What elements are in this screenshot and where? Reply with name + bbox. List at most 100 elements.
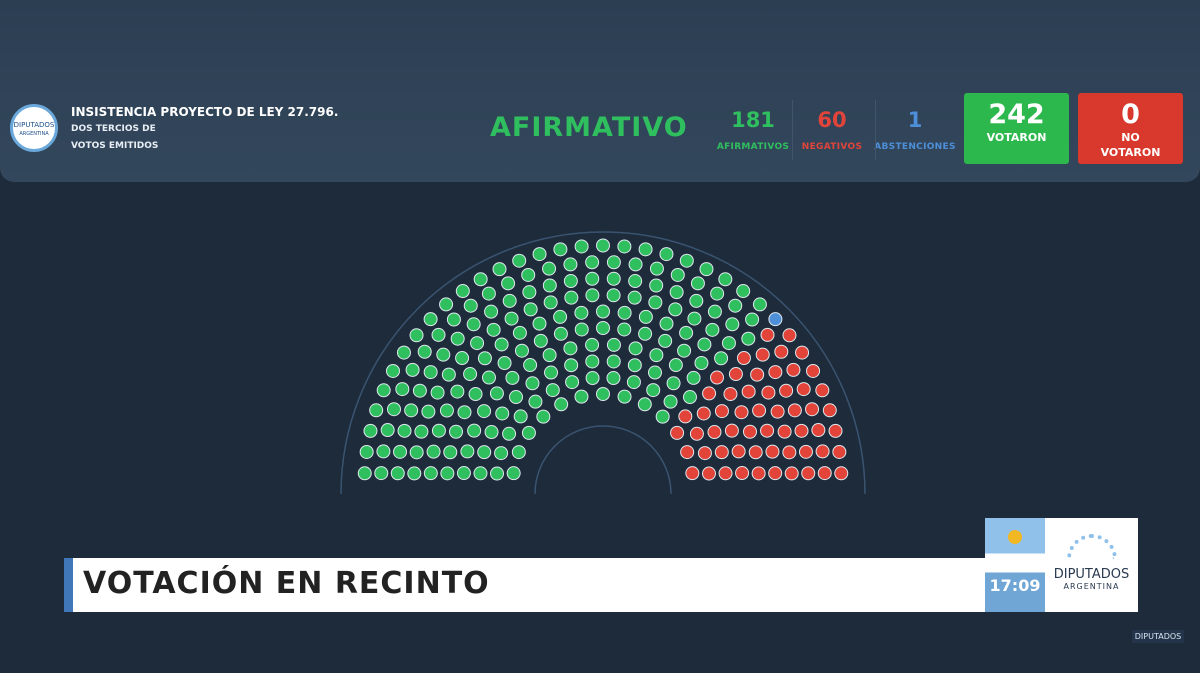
count-value: 1 xyxy=(907,108,923,132)
seat xyxy=(423,312,438,327)
seat xyxy=(511,445,526,460)
logo-text: DIPUTADOS xyxy=(13,121,55,129)
seat xyxy=(481,286,496,301)
seat xyxy=(477,351,492,366)
seat xyxy=(596,387,610,401)
seat xyxy=(714,404,729,419)
seat xyxy=(574,305,589,320)
seat xyxy=(731,444,746,459)
header-subtitle: DOS TERCIOS DE xyxy=(71,124,156,134)
seat xyxy=(658,333,673,348)
seat xyxy=(728,298,743,313)
seat xyxy=(395,382,410,397)
seat xyxy=(696,406,711,421)
seat xyxy=(376,444,391,459)
seat xyxy=(585,255,600,270)
seat xyxy=(768,466,783,481)
seat xyxy=(687,311,702,326)
seat xyxy=(436,347,451,362)
seat xyxy=(628,341,643,356)
seat xyxy=(553,309,568,324)
seat xyxy=(736,351,751,366)
seat xyxy=(506,466,521,481)
seat xyxy=(748,445,763,460)
seat xyxy=(682,390,697,405)
hemicycle xyxy=(340,231,866,495)
seat xyxy=(750,367,765,382)
seat xyxy=(563,274,578,289)
brand-arc xyxy=(1066,534,1117,559)
lower-third-bar: VOTACIÓN EN RECINTO xyxy=(64,558,985,612)
seat xyxy=(694,355,709,370)
seat xyxy=(414,424,429,439)
header-title: INSISTENCIA PROYECTO DE LEY 27.796. xyxy=(71,105,339,119)
seat xyxy=(815,444,830,459)
seat xyxy=(628,257,643,272)
seat xyxy=(768,312,783,327)
seat xyxy=(718,272,733,287)
seat xyxy=(585,354,600,369)
seat xyxy=(564,290,579,305)
seat xyxy=(412,383,427,398)
seat xyxy=(463,367,478,382)
seat xyxy=(574,239,589,254)
seat xyxy=(760,327,775,342)
seat xyxy=(585,371,600,386)
seat xyxy=(679,253,694,268)
seat xyxy=(668,358,683,373)
seat xyxy=(484,425,499,440)
seat xyxy=(553,242,568,257)
seat xyxy=(421,404,436,419)
seat xyxy=(606,354,621,369)
seat xyxy=(468,387,483,402)
seat xyxy=(564,358,579,373)
seat xyxy=(606,271,621,286)
seat xyxy=(523,358,538,373)
seat xyxy=(390,466,405,481)
seat xyxy=(404,403,419,418)
seat xyxy=(805,402,820,417)
seat xyxy=(423,365,438,380)
seat xyxy=(779,383,794,398)
seat xyxy=(393,444,408,459)
seat xyxy=(760,423,775,438)
seat xyxy=(426,444,441,459)
count-label: NEGATIVOS xyxy=(801,142,863,152)
seat xyxy=(533,333,548,348)
seat xyxy=(501,276,516,291)
seat xyxy=(553,326,568,341)
seat xyxy=(417,344,432,359)
seat xyxy=(627,290,642,305)
seat xyxy=(646,383,661,398)
seat xyxy=(505,370,520,385)
seat xyxy=(525,376,540,391)
seat xyxy=(522,285,537,300)
brand: DIPUTADOS xyxy=(1053,567,1130,582)
seat xyxy=(648,295,663,310)
seat xyxy=(784,466,799,481)
seat xyxy=(626,375,641,390)
seat xyxy=(380,423,395,438)
seat xyxy=(536,409,551,424)
seat xyxy=(663,394,678,409)
count-value: 181 xyxy=(731,108,775,132)
seat xyxy=(710,370,725,385)
seat xyxy=(423,466,438,481)
seat xyxy=(745,312,760,327)
total-label: VOTARON xyxy=(1100,146,1161,159)
seat xyxy=(724,423,739,438)
seat xyxy=(473,272,488,287)
seat xyxy=(782,445,797,460)
seat xyxy=(710,286,725,301)
seat xyxy=(359,444,374,459)
seat xyxy=(782,328,797,343)
seat xyxy=(494,446,509,461)
seat xyxy=(513,409,528,424)
seat xyxy=(637,397,652,412)
lower-third-title: VOTACIÓN EN RECINTO xyxy=(83,566,490,601)
seat xyxy=(455,284,470,299)
seat xyxy=(457,405,472,420)
seat xyxy=(678,409,693,424)
count-label: AFIRMATIVOS xyxy=(716,142,790,152)
seat xyxy=(697,337,712,352)
